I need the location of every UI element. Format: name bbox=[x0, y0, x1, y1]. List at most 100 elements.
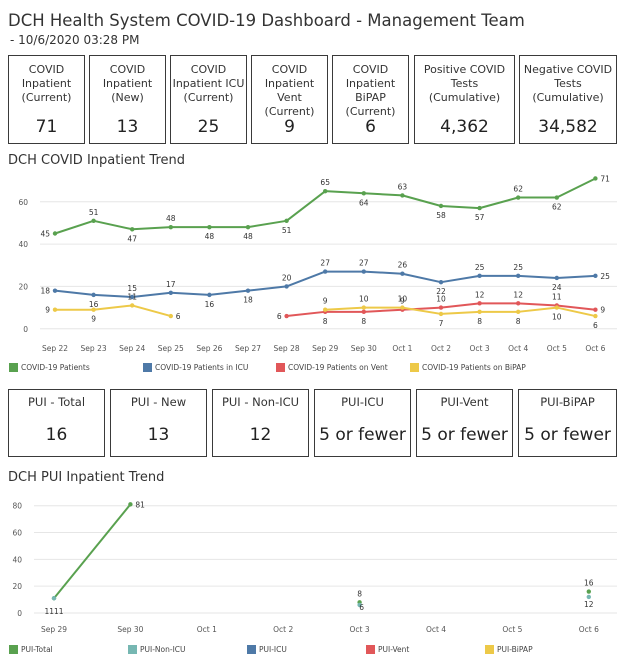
data-point[interactable] bbox=[91, 307, 96, 312]
data-point[interactable] bbox=[52, 231, 58, 236]
data-point[interactable] bbox=[168, 313, 173, 319]
inpatient-trend-chart: 0 20 40 60 Sep 22 Sep 23 Sep 24 Sep 25 Sep 26 Sep… bbox=[18, 174, 617, 353]
legend-item[interactable]: COVID-19 Patients bbox=[9, 363, 90, 372]
data-point[interactable] bbox=[586, 589, 591, 594]
data-point[interactable] bbox=[361, 305, 366, 310]
data-point[interactable] bbox=[400, 193, 405, 198]
data-point[interactable] bbox=[52, 307, 58, 312]
data-label: 10 bbox=[398, 295, 408, 304]
legend-swatch bbox=[128, 645, 137, 654]
kpi-covid-inpatient-bipap[interactable]: COVID Inpatient BiPAP (Current) 6 bbox=[332, 55, 409, 144]
data-point[interactable] bbox=[438, 279, 444, 285]
data-point[interactable] bbox=[207, 292, 212, 298]
kpi-value: 5 or fewer bbox=[421, 425, 508, 445]
data-label: 51 bbox=[89, 208, 99, 217]
kpi-pui-new[interactable]: PUI - New 13 bbox=[110, 389, 207, 457]
legend-item[interactable]: PUI-Vent bbox=[366, 645, 409, 654]
x-tick-label: Oct 2 bbox=[273, 625, 293, 634]
data-point[interactable] bbox=[168, 224, 173, 230]
data-point[interactable] bbox=[593, 307, 598, 312]
data-point[interactable] bbox=[516, 195, 521, 200]
kpi-covid-inpatient-icu[interactable]: COVID Inpatient ICU (Current) 25 bbox=[170, 55, 247, 144]
legend-item[interactable]: PUI-ICU bbox=[247, 645, 287, 654]
data-point[interactable] bbox=[400, 305, 405, 310]
data-point[interactable] bbox=[554, 305, 559, 310]
kpi-label: COVID Inpatient Vent (Current) bbox=[264, 63, 315, 118]
data-point[interactable] bbox=[130, 227, 135, 232]
data-point[interactable] bbox=[91, 292, 96, 298]
legend-label: COVID-19 Patients on BiPAP bbox=[422, 363, 526, 372]
data-point[interactable] bbox=[554, 195, 559, 200]
kpi-value: 9 bbox=[284, 117, 295, 137]
data-point[interactable] bbox=[593, 313, 598, 319]
data-point[interactable] bbox=[357, 602, 362, 608]
legend-item[interactable]: PUI-Non-ICU bbox=[128, 645, 186, 654]
legend-item[interactable]: COVID-19 Patients in ICU bbox=[143, 363, 248, 372]
y-tick-label: 60 bbox=[18, 198, 28, 207]
data-point[interactable] bbox=[477, 309, 482, 315]
data-point[interactable] bbox=[323, 269, 328, 274]
series-line bbox=[55, 304, 172, 318]
data-point[interactable] bbox=[477, 273, 482, 279]
data-point[interactable] bbox=[438, 203, 444, 209]
kpi-negative-tests[interactable]: Negative COVID Tests (Cumulative) 34,582 bbox=[519, 55, 617, 144]
data-point[interactable] bbox=[400, 271, 405, 276]
data-label: 9 bbox=[323, 297, 328, 306]
data-point[interactable] bbox=[323, 188, 328, 194]
kpi-label: Negative COVID Tests (Cumulative) bbox=[523, 63, 613, 104]
kpi-covid-inpatient-vent[interactable]: COVID Inpatient Vent (Current) 9 bbox=[251, 55, 328, 144]
kpi-covid-inpatient-current[interactable]: COVID Inpatient (Current) 71 bbox=[8, 55, 85, 144]
data-point[interactable] bbox=[245, 224, 251, 230]
data-point[interactable] bbox=[593, 176, 598, 181]
data-point[interactable] bbox=[516, 309, 521, 315]
kpi-covid-inpatient-new[interactable]: COVID Inpatient (New) 13 bbox=[89, 55, 166, 144]
data-point[interactable] bbox=[361, 191, 366, 196]
data-point[interactable] bbox=[245, 288, 251, 293]
data-point[interactable] bbox=[361, 309, 366, 315]
data-point[interactable] bbox=[128, 502, 133, 507]
data-point[interactable] bbox=[554, 275, 559, 281]
data-point[interactable] bbox=[91, 218, 96, 223]
data-point[interactable] bbox=[284, 218, 289, 223]
data-point[interactable] bbox=[52, 288, 58, 293]
legend-item[interactable]: COVID-19 Patients on Vent bbox=[276, 363, 388, 372]
data-point[interactable] bbox=[284, 284, 289, 289]
data-label: 25 bbox=[513, 263, 523, 272]
data-point[interactable] bbox=[207, 224, 212, 230]
kpi-pui-non-icu[interactable]: PUI - Non-ICU 12 bbox=[212, 389, 309, 457]
data-point[interactable] bbox=[593, 273, 598, 279]
pui-trend-legend: PUI-Total PUI-Non-ICU PUI-ICU PUI-Vent PUI-B… bbox=[0, 645, 624, 659]
kpi-pui-vent[interactable]: PUI-Vent 5 or fewer bbox=[416, 389, 513, 457]
data-point[interactable] bbox=[168, 290, 173, 295]
data-point[interactable] bbox=[284, 313, 289, 319]
legend-item[interactable]: PUI-Total bbox=[9, 645, 53, 654]
kpi-pui-bipap[interactable]: PUI-BiPAP 5 or fewer bbox=[518, 389, 617, 457]
data-point[interactable] bbox=[130, 303, 135, 308]
kpi-pui-icu[interactable]: PUI-ICU 5 or fewer bbox=[314, 389, 411, 457]
legend-swatch bbox=[366, 645, 375, 654]
data-point[interactable] bbox=[361, 269, 366, 274]
x-tick-label: Sep 24 bbox=[119, 344, 145, 353]
data-point[interactable] bbox=[51, 596, 57, 601]
data-label: 12 bbox=[513, 290, 523, 299]
pui-trend-title: DCH PUI Inpatient Trend bbox=[8, 470, 165, 485]
series-line bbox=[325, 306, 596, 318]
data-point[interactable] bbox=[516, 301, 521, 306]
data-point[interactable] bbox=[586, 594, 591, 600]
data-label: 64 bbox=[359, 198, 369, 207]
kpi-positive-tests[interactable]: Positive COVID Tests (Cumulative) 4,362 bbox=[414, 55, 515, 144]
data-point[interactable] bbox=[477, 301, 482, 306]
data-label: 7 bbox=[439, 319, 444, 328]
data-point[interactable] bbox=[323, 307, 328, 312]
data-label: 22 bbox=[436, 287, 446, 296]
kpi-value: 6 bbox=[365, 117, 376, 137]
data-point[interactable] bbox=[130, 294, 135, 300]
data-point[interactable] bbox=[477, 205, 482, 211]
data-label: 63 bbox=[398, 182, 408, 191]
legend-item[interactable]: PUI-BiPAP bbox=[485, 645, 533, 654]
data-point[interactable] bbox=[516, 273, 521, 279]
legend-item[interactable]: COVID-19 Patients on BiPAP bbox=[410, 363, 526, 372]
data-point[interactable] bbox=[438, 311, 444, 317]
kpi-pui-total[interactable]: PUI - Total 16 bbox=[8, 389, 105, 457]
data-point[interactable] bbox=[438, 305, 444, 310]
